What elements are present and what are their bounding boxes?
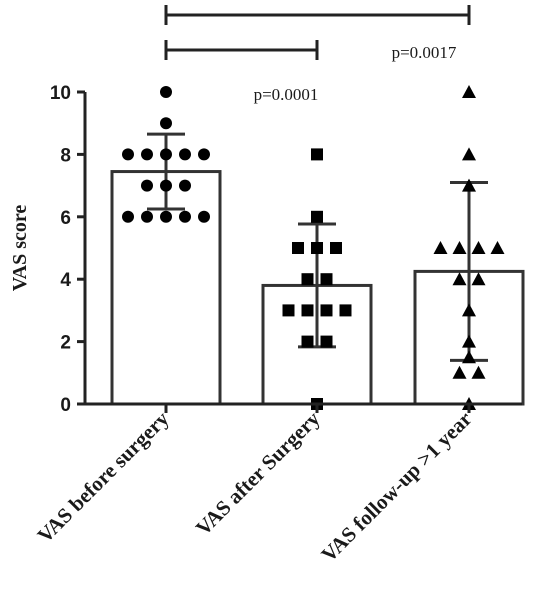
data-point-1-5 (301, 273, 314, 286)
data-point-2-11 (462, 350, 476, 364)
data-point-1-2 (292, 242, 304, 254)
data-point-2-7 (452, 272, 467, 286)
p-value-label-0: p=0.0001 (254, 85, 319, 104)
data-point-2-1 (462, 147, 476, 161)
data-point-1-0 (311, 148, 323, 161)
p-value-label-1: p=0.0017 (392, 43, 457, 62)
y-tick-label-2: 4 (60, 270, 71, 291)
data-point-1-10 (339, 304, 352, 317)
data-point-2-13 (471, 365, 486, 379)
y-tick-label-0: 0 (60, 395, 71, 416)
data-point-0-13 (179, 210, 191, 223)
data-point-2-9 (462, 303, 476, 317)
data-point-2-5 (471, 241, 486, 254)
data-point-0-1 (160, 117, 172, 130)
data-point-1-3 (311, 242, 323, 254)
y-ticks-layer: 0 2 4 6 8 10 (50, 83, 85, 416)
data-point-0-14 (198, 210, 210, 223)
data-point-0-6 (198, 148, 210, 161)
data-point-0-8 (160, 179, 172, 192)
data-point-1-11 (301, 335, 314, 348)
data-point-2-0 (462, 85, 476, 98)
data-point-0-3 (141, 148, 153, 161)
y-tick-label-4: 8 (60, 145, 71, 166)
data-point-1-1 (311, 210, 323, 223)
x-category-label-0: VAS before surgery (33, 406, 174, 547)
x-category-label-1: VAS after Surgery (191, 406, 325, 540)
data-point-0-2 (122, 148, 134, 161)
data-point-0-0 (160, 86, 172, 98)
data-point-1-6 (320, 273, 333, 286)
axes-layer (83, 92, 522, 406)
data-point-0-7 (141, 179, 153, 192)
data-point-1-4 (330, 242, 342, 254)
significance-brackets-layer: p=0.0001 p=0.0017 (164, 5, 471, 104)
data-point-1-9 (320, 304, 333, 317)
data-point-2-2 (462, 178, 476, 192)
data-point-1-8 (301, 304, 314, 317)
y-tick-label-3: 6 (60, 208, 71, 229)
data-point-1-12 (320, 335, 333, 348)
x-category-label-2: VAS follow-up >1 year (316, 407, 476, 567)
y-tick-label-1: 2 (60, 333, 71, 354)
data-point-2-10 (462, 334, 476, 348)
data-point-2-6 (490, 241, 505, 254)
y-tick-label-5: 10 (50, 83, 71, 104)
data-point-0-9 (179, 179, 191, 192)
data-point-0-12 (160, 210, 172, 223)
data-point-0-4 (160, 148, 172, 161)
y-axis-label: VAS score (9, 205, 31, 292)
points-layer (122, 85, 505, 410)
data-point-2-12 (452, 365, 467, 379)
data-point-2-3 (433, 241, 448, 254)
data-point-0-11 (141, 210, 153, 223)
data-point-1-7 (282, 304, 295, 317)
data-point-0-5 (179, 148, 191, 161)
data-point-2-4 (452, 241, 467, 254)
data-point-0-10 (122, 210, 134, 223)
data-point-2-8 (471, 272, 486, 286)
